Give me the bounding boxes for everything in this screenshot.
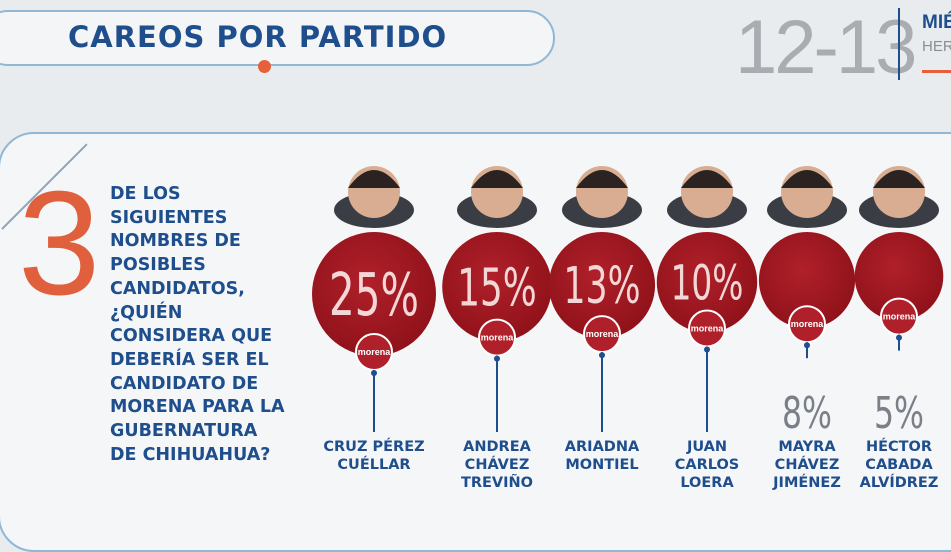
connector-dot (704, 346, 710, 353)
candidate-name: CRUZ PÉREZ CUÉLLAR (319, 438, 429, 474)
candidate-photo-hair (873, 170, 925, 188)
publication-label: HERA (922, 38, 951, 55)
value-bubble (854, 231, 944, 321)
candidate-name-line: ALVÍDREZ (859, 475, 939, 491)
candidate-name-line: CHÁVEZ (464, 457, 530, 473)
page-title: CAREOS POR PARTIDO (68, 20, 448, 54)
title-accent-dot (258, 60, 271, 73)
candidate-name: HÉCTOR CABADA ALVÍDREZ (844, 438, 951, 492)
question-line: SIGUIENTES (110, 207, 228, 228)
candidate-name-line: HÉCTOR (865, 439, 933, 455)
candidate-name-line: MONTIEL (565, 457, 639, 473)
candidate-name-line: CABADA (865, 457, 933, 473)
party-badge-label: morena (481, 333, 515, 343)
candidate-name: JUAN CARLOS LOERA (652, 438, 762, 492)
candidate-name-line: MAYRA (778, 439, 836, 455)
header-separator (898, 8, 900, 80)
party-badge-label: morena (791, 319, 825, 329)
candidate-name-line: JUAN (686, 439, 728, 455)
candidate-name: ANDREA CHÁVEZ TREVIÑO (442, 438, 552, 492)
candidate-photo-hair (471, 170, 523, 188)
candidate-photo-hair (781, 170, 833, 188)
connector-dot (494, 355, 500, 362)
value-bubble (312, 232, 436, 356)
candidate-name-line: CUÉLLAR (337, 457, 411, 473)
question-line: DE CHIHUAHUA? (110, 444, 271, 465)
party-badge-label: morena (586, 329, 620, 339)
connector-dot (896, 334, 902, 341)
question-line: CANDIDATOS, (110, 278, 245, 299)
party-badge-label: morena (691, 323, 725, 333)
candidate-name-line: CHÁVEZ (774, 457, 840, 473)
question-line: CONSIDERA QUE (110, 326, 273, 347)
candidate-photo-hair (681, 170, 733, 188)
candidate-photo-hair (576, 170, 628, 188)
value-bubble (548, 232, 656, 339)
question-number: 3 (18, 161, 101, 326)
connector-dot (371, 370, 377, 376)
question-line: POSIBLES (110, 255, 206, 276)
page-number: 12-13 (735, 5, 917, 90)
question-line: DEBERÍA SER EL (110, 349, 269, 370)
candidate-photo-hair (348, 170, 400, 188)
candidate-name-line: JIMÉNEZ (773, 475, 841, 491)
day-label: MIÉ (922, 12, 951, 33)
party-badge-label: morena (883, 312, 917, 322)
value-label: 5% (874, 388, 924, 439)
value-bubble (656, 232, 758, 333)
value-bubble (758, 232, 856, 329)
candidate-name-line: ARIADNA (564, 439, 640, 455)
candidate-name-line: CRUZ PÉREZ (323, 439, 425, 455)
candidate-bubble-chart: morena 25% morena 15% morena 13% morena 10% more… (312, 166, 944, 439)
value-bubble (442, 231, 552, 342)
connector-dot (599, 352, 605, 359)
question-line: GUBERNATURA (110, 421, 258, 442)
question-text: DE LOS SIGUIENTES NOMBRES DE POSIBLES CA… (110, 183, 310, 467)
question-line: DE LOS (110, 184, 181, 204)
title-banner (0, 10, 555, 66)
question-line: MORENA PARA LA (110, 397, 285, 418)
value-label: 8% (782, 388, 832, 439)
candidate-name: ARIADNA MONTIEL (547, 438, 657, 474)
value-label: 10% (671, 256, 744, 311)
candidate-name-line: LOERA (680, 475, 734, 491)
value-label: 13% (564, 256, 641, 315)
publication-rule (922, 70, 951, 73)
candidate-name-line: ANDREA (463, 439, 531, 455)
question-line: NOMBRES DE (110, 231, 241, 252)
value-label: 15% (457, 259, 536, 319)
party-badge-label: morena (358, 347, 392, 357)
candidate-name: MAYRA CHÁVEZ JIMÉNEZ (752, 438, 862, 492)
value-label: 25% (329, 260, 419, 329)
question-line: ¿QUIÉN (110, 302, 183, 323)
candidate-name-line: TREVIÑO (460, 475, 534, 491)
question-line: CANDIDATO DE (110, 373, 259, 394)
candidate-name-line: CARLOS (674, 457, 740, 473)
connector-dot (804, 342, 810, 349)
